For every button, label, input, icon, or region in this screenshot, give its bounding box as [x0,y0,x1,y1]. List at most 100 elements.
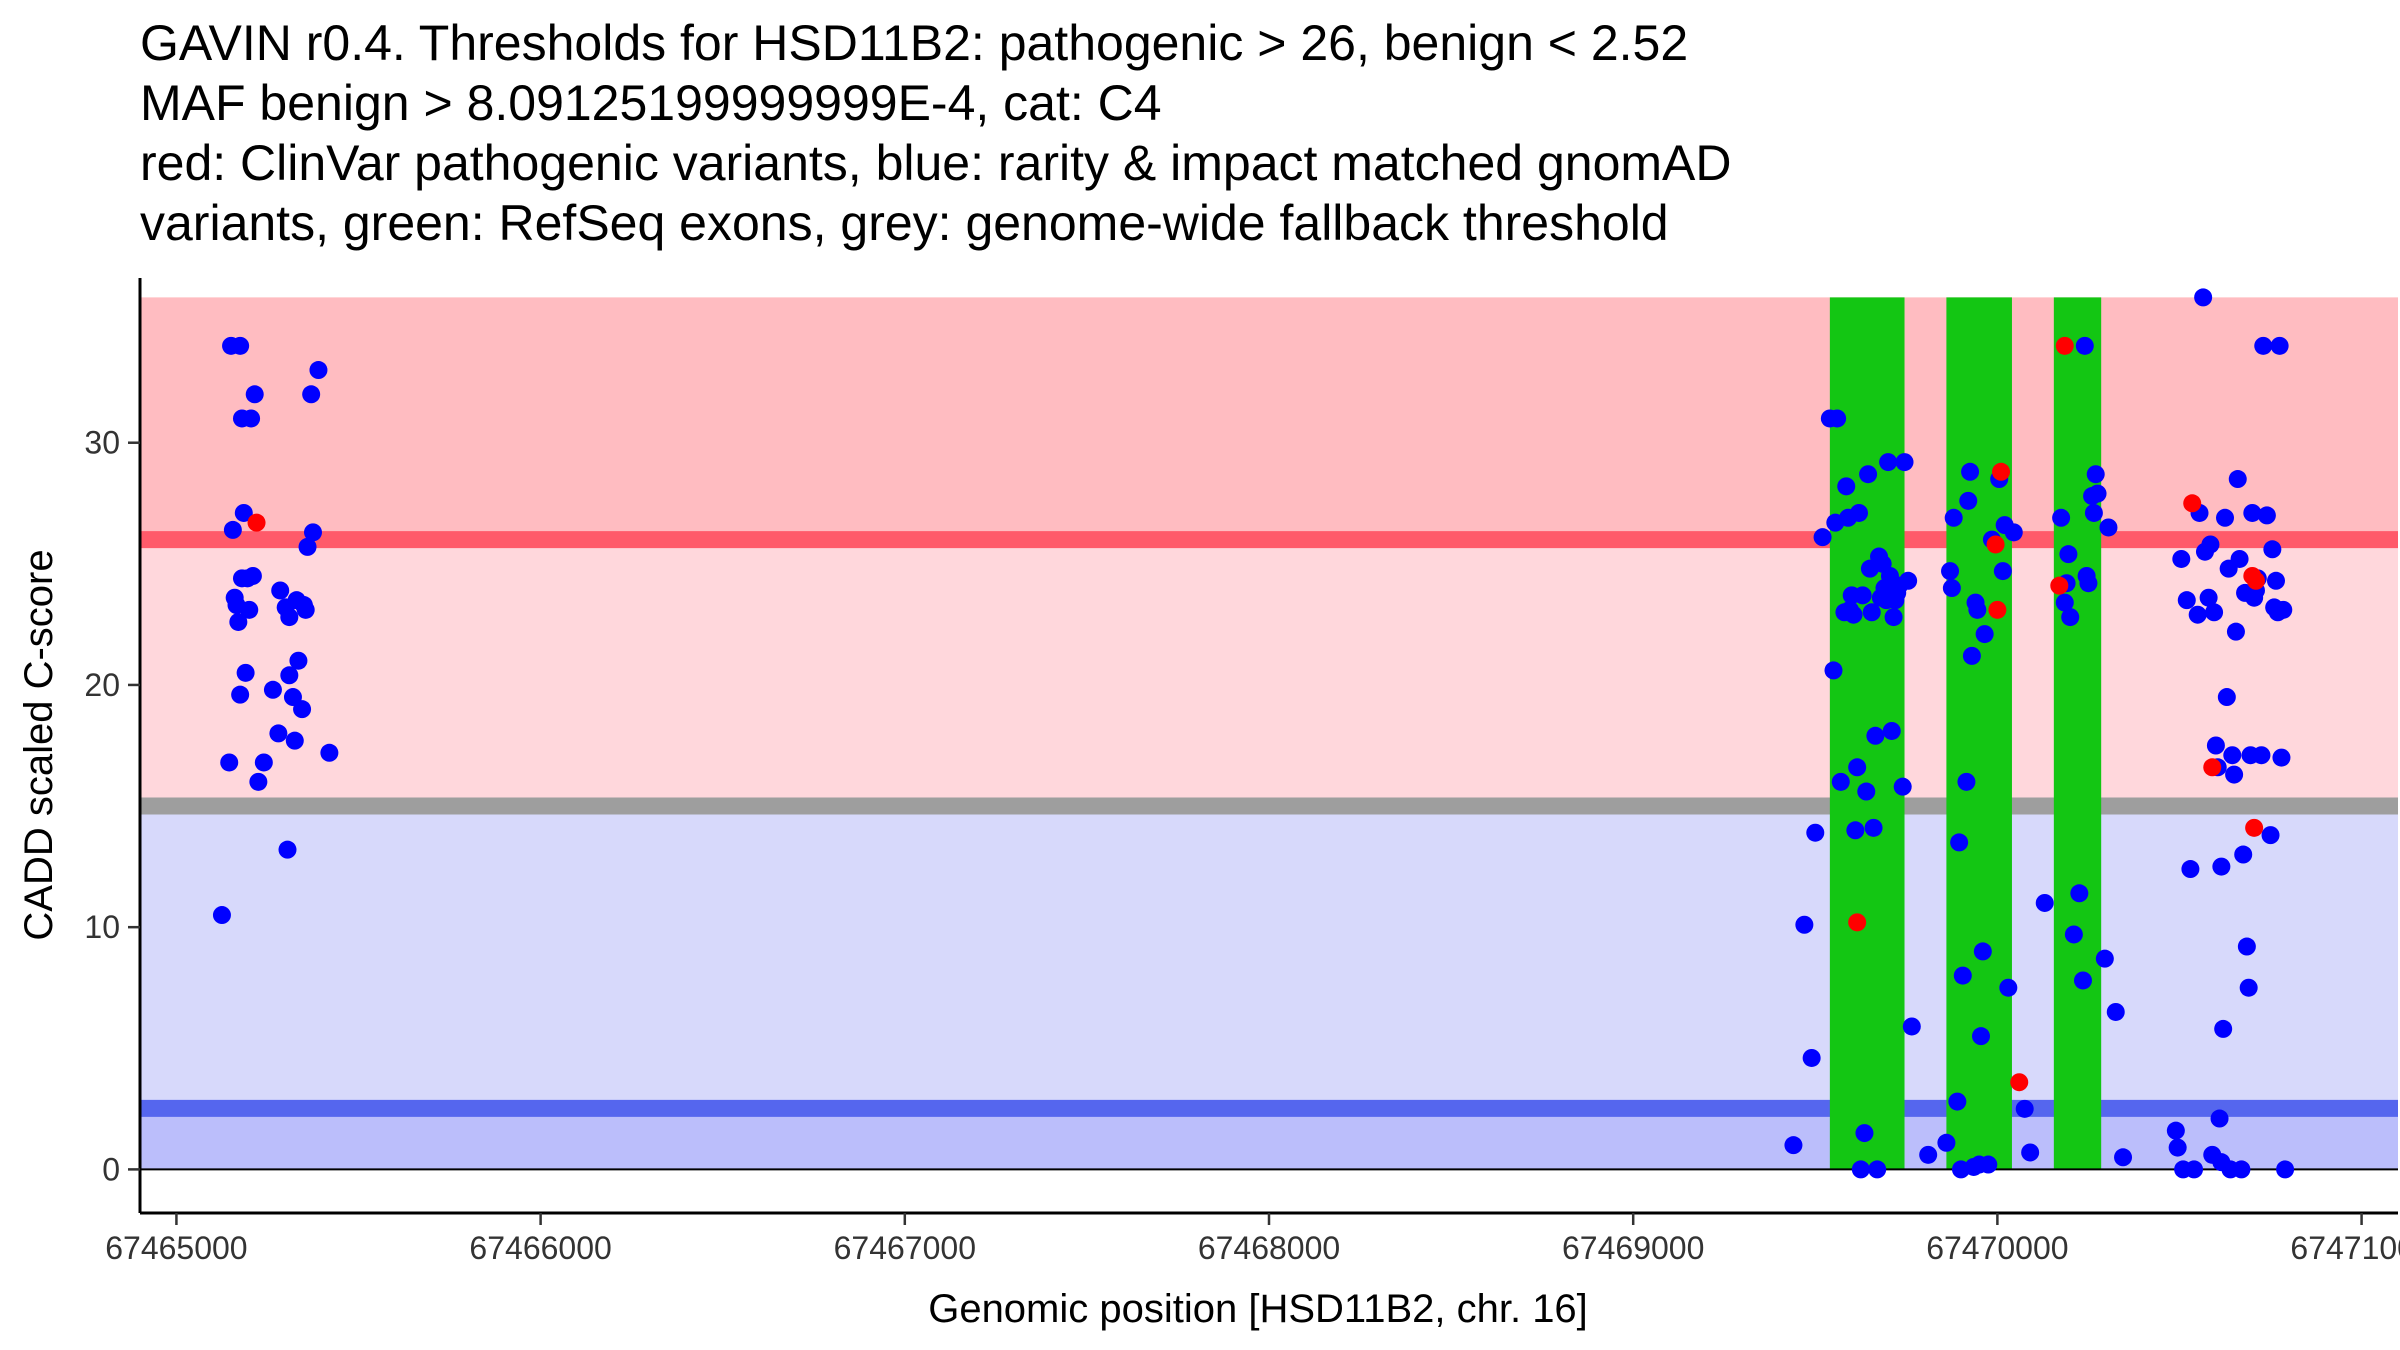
gnomad-point [2079,574,2098,593]
gnomad-point [249,772,268,791]
clinvar-point [2183,494,2202,513]
gnomad-point [2226,622,2245,641]
clinvar-point [2050,576,2069,595]
gnomad-point [302,385,321,404]
gnomad-point [1859,465,1878,484]
gnomad-point [229,612,248,631]
gnomad-point [1902,1017,1921,1036]
x-tick-label: 67467000 [834,1230,976,1266]
gnomad-point [2177,591,2196,610]
gnomad-point [1941,562,1960,581]
gnomad-point [1957,772,1976,791]
clinvar-point [2246,571,2265,590]
y-tick-label: 0 [102,1151,120,1187]
gnomad-point [1942,579,1961,598]
gnomad-point [254,753,273,772]
gnomad-point [1851,1160,1870,1179]
title-line-2: MAF benign > 8.09125199999999E-4, cat: C… [140,75,1162,131]
gnomad-point [2243,503,2262,522]
y-tick-label: 30 [84,425,120,461]
gnomad-point [2237,937,2256,956]
gnomad-point [2212,857,2231,876]
gnomad-point [2206,736,2225,755]
x-ticks: 67465000 67466000 67467000 67468000 67469000… [105,1213,2400,1266]
gnomad-point [2199,588,2218,607]
x-tick-label: 67465000 [105,1230,247,1266]
gnomad-point [1971,1027,1990,1046]
gnomad-point [2166,1121,2185,1140]
gnomad-point [2070,884,2089,903]
gnomad-point [2234,845,2253,864]
gnomad-point [1959,491,1978,510]
gnomad-point [1882,721,1901,740]
gnomad-point [2185,1160,2204,1179]
gnomad-point [2095,949,2114,968]
gnomad-point [296,600,315,619]
gnomad-point [2059,545,2078,564]
gnomad-point [2181,860,2200,879]
gnomad-point [1919,1145,1938,1164]
gnomad-point [1813,528,1832,547]
gnomad-point [2075,336,2094,355]
x-tick-label: 67468000 [1198,1230,1340,1266]
gnomad-point [2114,1148,2133,1167]
band-pathogenic-zone [140,297,2398,540]
gnomad-point [269,724,288,743]
clinvar-point [2203,758,2222,777]
gnomad-point [1993,562,2012,581]
gnomad-point [2064,925,2083,944]
gnomad-point [1953,966,1972,985]
gnomad-point [2225,765,2244,784]
gnomad-point [1828,409,1847,428]
gnomad-point [2214,1019,2233,1038]
gnomad-point [1948,1092,1967,1111]
axes: 67465000 67466000 67467000 67468000 67469000… [84,278,2400,1266]
x-tick-label: 67471000 [2290,1230,2400,1266]
gnomad-point [1802,1048,1821,1067]
gnomad-point [2073,971,2092,990]
gnomad-point [2168,1138,2187,1157]
clinvar-point [2055,336,2074,355]
gnomad-point [1862,603,1881,622]
gnomad-point [220,753,239,772]
gnomad-point [2228,470,2247,489]
gnomad-point [1961,462,1980,481]
gnomad-point [2172,549,2191,568]
gnomad-point [2274,600,2293,619]
band-benign-zone [140,1108,2398,1170]
gnomad-point [1855,1124,1874,1143]
clinvar-points [247,336,2265,1092]
gnomad-point [2055,593,2074,612]
clinvar-point [247,513,266,532]
gnomad-point [2254,336,2273,355]
gnomad-point [2015,1099,2034,1118]
gnomad-point [2217,688,2236,707]
gnomad-point [1844,605,1863,624]
gnomad-point [1831,772,1850,791]
gnomad-point [2223,746,2242,765]
threshold-bands [140,297,2398,1170]
gnomad-point [2210,1109,2229,1128]
gnomad-point [236,663,255,682]
gnomad-point [2257,506,2276,525]
gnomad-point [303,523,322,542]
gnomad-point [298,537,317,556]
gnomad-point [1893,777,1912,796]
gnomad-point [2061,608,2080,627]
exon-2 [1946,297,2012,1170]
y-ticks: 0 10 20 30 [84,425,140,1187]
gnomad-point [2270,336,2289,355]
gnomad-point [1962,646,1981,665]
gnomad-point [2232,1160,2251,1179]
y-tick-label: 20 [84,667,120,703]
gnomad-point [2230,549,2249,568]
band-fallback-benign-zone [140,806,2398,1109]
band-intermediate-zone [140,539,2398,807]
gnomad-point [2088,484,2107,503]
gnomad-point [1899,571,1918,590]
gnomad-point [2216,508,2235,527]
gnomad-point [2194,288,2213,307]
gnomad-point [2239,978,2258,997]
clinvar-point [1988,600,2007,619]
